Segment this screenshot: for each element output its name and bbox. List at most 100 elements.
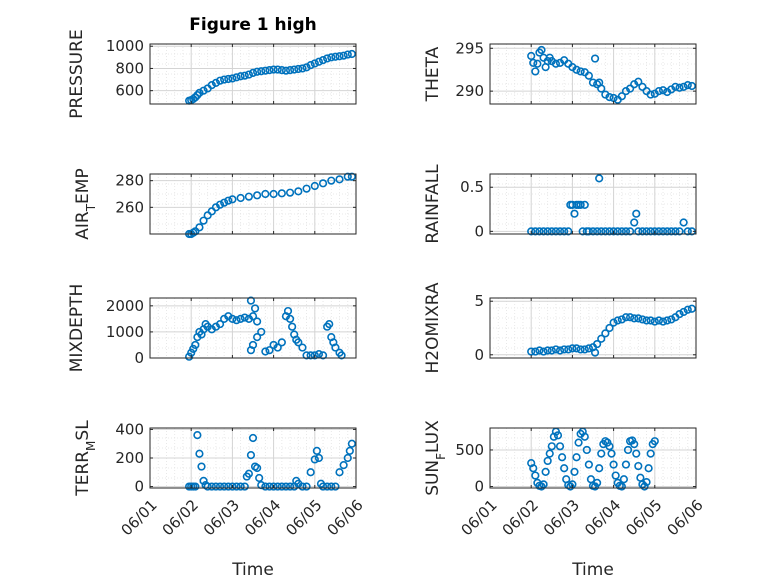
data-point [572, 453, 581, 462]
data-point [244, 70, 253, 79]
data-point [343, 50, 352, 59]
y-tick-label: 400 [115, 420, 144, 438]
data-point [265, 66, 274, 75]
data-point [298, 482, 307, 491]
data-point [195, 88, 204, 97]
data-point [298, 64, 307, 73]
y-tick-label: 0.5 [460, 178, 484, 196]
data-point [240, 71, 249, 80]
data-point [580, 345, 589, 354]
x-tick-label: 06/05 [622, 496, 665, 539]
data-point [607, 449, 616, 458]
data-point [593, 227, 602, 236]
y-axis-label: MIXDEPTH [67, 284, 87, 373]
data-point [570, 467, 579, 477]
data-point [224, 482, 233, 491]
data-point [255, 473, 264, 483]
data-point [638, 315, 647, 324]
data-point [609, 318, 618, 327]
data-point [191, 340, 200, 350]
data-point [642, 227, 651, 236]
data-point [580, 432, 589, 441]
data-point [663, 227, 672, 236]
data-point [601, 329, 610, 338]
data-point [547, 346, 556, 355]
data-point [207, 81, 216, 90]
data-point [337, 351, 346, 360]
data-point [310, 455, 319, 464]
data-point [535, 227, 544, 236]
axes-box [149, 43, 357, 105]
data-point [625, 84, 635, 93]
data-point [288, 322, 297, 331]
data-point [314, 349, 324, 359]
data-point [327, 176, 336, 185]
data-point [531, 227, 540, 236]
y-axis-label: PRESSURE [67, 29, 87, 118]
data-point [646, 90, 655, 99]
data-point [646, 227, 655, 236]
data-point [306, 61, 315, 70]
x-tick-label: 06/02 [499, 496, 542, 539]
data-point [529, 58, 538, 67]
data-point [613, 227, 622, 236]
data-point [323, 482, 332, 491]
data-point [564, 345, 573, 354]
data-point [318, 482, 328, 491]
data-point [584, 460, 593, 469]
y-tick-label: 500 [455, 441, 484, 459]
data-point [621, 313, 631, 322]
data-point [232, 316, 241, 325]
data-point [211, 78, 221, 87]
data-point [539, 347, 548, 356]
data-point [257, 327, 266, 337]
series-markers [185, 49, 356, 105]
data-point [547, 442, 556, 451]
data-point [302, 63, 311, 72]
data-point [679, 307, 688, 317]
data-point [555, 346, 565, 355]
data-point [240, 482, 249, 491]
data-point [302, 482, 311, 491]
data-point [543, 346, 552, 355]
data-point [625, 313, 635, 322]
x-tick-label: 06/04 [241, 496, 284, 539]
data-point [630, 218, 639, 227]
minor-grid [489, 428, 697, 488]
x-tick-label: 06/06 [663, 496, 706, 539]
data-point [236, 193, 245, 203]
x-tick-label: 06/03 [540, 496, 583, 539]
y-tick-label: 280 [115, 172, 144, 190]
data-point [335, 175, 344, 184]
data-point [609, 460, 618, 469]
data-point [236, 72, 245, 81]
data-point [265, 482, 274, 491]
data-point [228, 482, 237, 491]
data-point [527, 227, 536, 236]
data-point [605, 323, 614, 333]
series-markers [185, 296, 346, 361]
data-point [632, 449, 641, 458]
data-point [253, 67, 262, 76]
data-point [318, 179, 328, 188]
x-tick-label: 06/06 [323, 496, 366, 539]
data-point [228, 195, 237, 204]
subplot-6: 0 5 H2OMIXRA [423, 282, 697, 374]
data-point [199, 216, 208, 225]
data-point [551, 227, 561, 236]
data-point [630, 439, 639, 449]
data-point [576, 67, 585, 76]
data-point [220, 75, 229, 84]
data-point [588, 227, 598, 236]
series-markers [527, 304, 696, 357]
data-point [215, 482, 225, 491]
data-point [560, 464, 569, 473]
data-point [687, 304, 696, 313]
data-point [638, 227, 647, 236]
data-point [339, 461, 348, 470]
data-point [294, 187, 303, 196]
x-axis-label: Time [231, 560, 274, 580]
data-point [335, 52, 344, 61]
data-point [605, 227, 614, 236]
